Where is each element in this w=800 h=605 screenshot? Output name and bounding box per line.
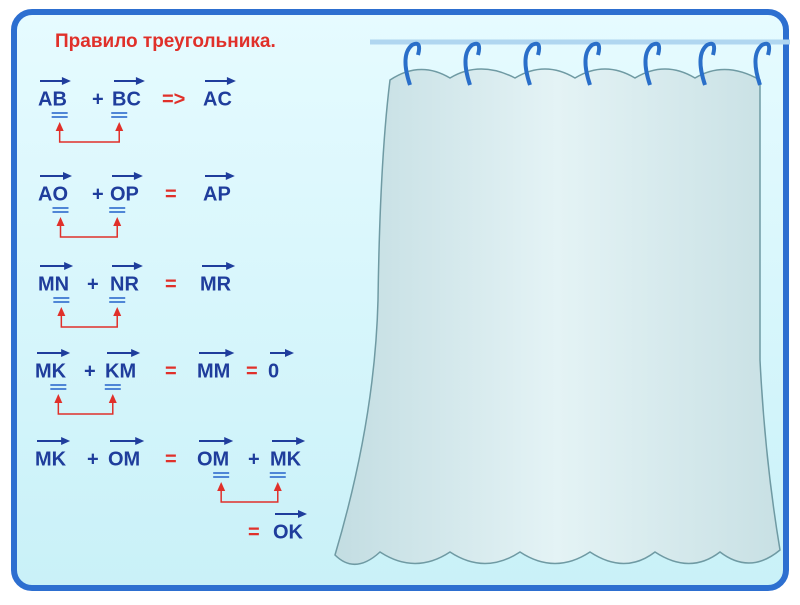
token: = (165, 183, 177, 205)
token: = (165, 273, 177, 295)
token: + (92, 88, 104, 110)
token: OM (197, 448, 229, 470)
bracket (220, 490, 279, 503)
token: KM (105, 360, 136, 382)
vector-arrowhead (285, 349, 294, 357)
token: + (248, 448, 260, 470)
bracket-arrowhead (56, 217, 65, 226)
bracket (57, 402, 114, 415)
vector-arrowhead (135, 437, 145, 445)
curtain-hooks (403, 41, 772, 86)
token: = (165, 448, 177, 470)
token: => (162, 88, 185, 110)
bracket-arrowhead (55, 122, 64, 131)
token: MR (200, 273, 232, 295)
token: MN (38, 273, 69, 295)
bracket-arrowhead (113, 307, 122, 316)
token: = (165, 360, 177, 382)
bracket (60, 315, 118, 328)
vector-arrowhead (226, 77, 236, 85)
vector-arrowhead (225, 349, 235, 357)
vector-arrowhead (133, 262, 143, 270)
vector-arrowhead (226, 262, 236, 270)
token: NR (110, 273, 139, 295)
bracket-arrowhead (113, 217, 122, 226)
vector-arrowhead (296, 437, 306, 445)
curtain (334, 68, 781, 565)
vector-arrowhead (131, 349, 141, 357)
token: AO (38, 183, 68, 205)
token: MK (270, 448, 302, 470)
bracket-arrowhead (57, 307, 66, 316)
token: + (92, 183, 104, 205)
token: AC (203, 88, 232, 110)
bracket-arrowhead (108, 394, 117, 403)
vector-arrowhead (63, 172, 72, 180)
bracket (58, 130, 120, 143)
token: MK (35, 448, 67, 470)
bracket-arrowhead (273, 482, 282, 491)
token: MM (197, 360, 230, 382)
bracket-arrowhead (217, 482, 226, 491)
token: + (87, 448, 99, 470)
token: OK (273, 521, 304, 543)
vector-arrowhead (64, 262, 74, 270)
token: AP (203, 183, 231, 205)
token: OP (110, 183, 139, 205)
token: = (248, 521, 260, 543)
token: AB (38, 88, 67, 110)
bracket (59, 225, 118, 238)
vector-arrowhead (298, 510, 307, 518)
token: 0 (268, 360, 279, 382)
vector-arrowhead (61, 437, 71, 445)
equations: AB + BC => AC AO + OP = AP MN + NR = MR MK + KM = MM = 0 MK + OM… (35, 77, 307, 543)
token: + (84, 360, 96, 382)
vector-arrowhead (224, 437, 234, 445)
vector-arrowhead (61, 77, 71, 85)
token: MK (35, 360, 67, 382)
token: BC (112, 88, 141, 110)
vector-arrowhead (133, 172, 143, 180)
bracket-arrowhead (115, 122, 124, 131)
vector-arrowhead (135, 77, 145, 85)
token: = (246, 360, 258, 382)
token: OM (108, 448, 140, 470)
title: Правило треугольника. (55, 31, 276, 52)
token: + (87, 273, 99, 295)
vector-arrowhead (225, 172, 235, 180)
vector-arrowhead (61, 349, 71, 357)
bracket-arrowhead (54, 394, 63, 403)
